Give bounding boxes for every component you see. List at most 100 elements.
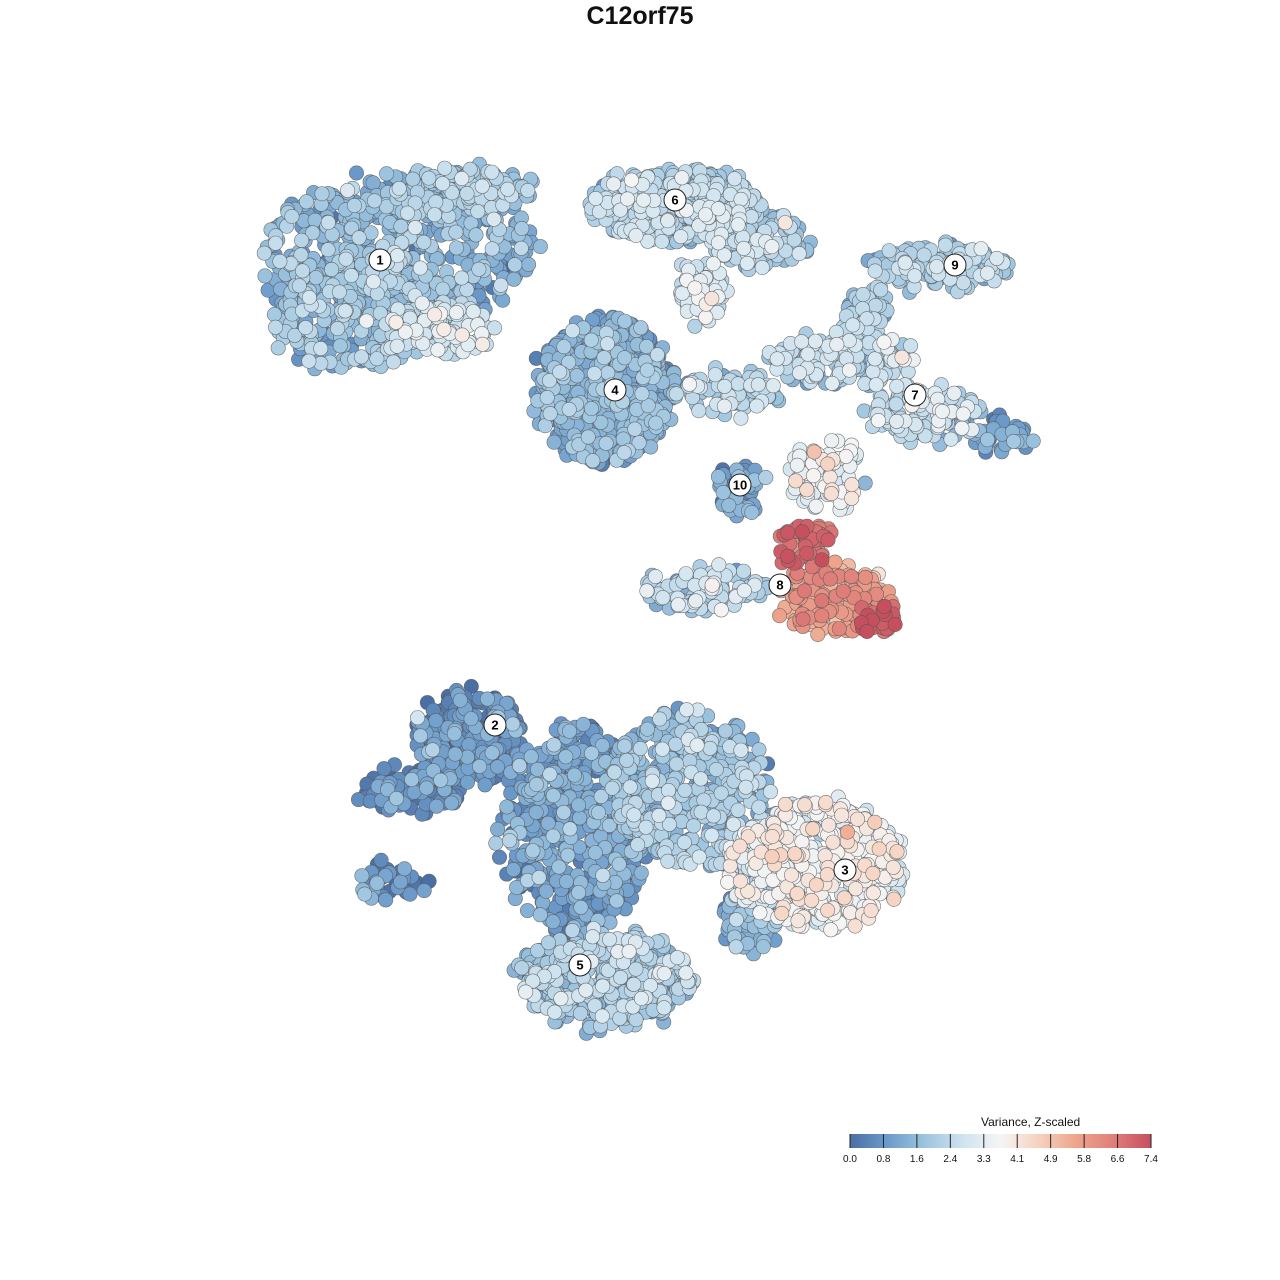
cell-point (573, 899, 589, 915)
cell-point (601, 931, 617, 947)
cell-point (393, 874, 409, 890)
cell-point (428, 194, 444, 210)
cell-point (308, 270, 324, 286)
cell-point (717, 378, 733, 394)
cell-point (539, 389, 555, 405)
cell-point (490, 821, 506, 837)
cell-point (735, 563, 751, 579)
cell-point (428, 713, 444, 729)
cell-point (459, 186, 475, 202)
cell-point (448, 224, 464, 240)
cell-point (320, 215, 336, 231)
cell-point (435, 176, 451, 192)
cell-point (412, 728, 428, 744)
cell-point (437, 160, 453, 176)
cell-point (489, 759, 505, 775)
cell-point (486, 320, 502, 336)
cell-point (595, 867, 611, 883)
cell-point (267, 319, 283, 335)
cell-point (425, 742, 441, 758)
cell-point (552, 364, 568, 380)
cell-point (493, 277, 509, 293)
cell-point (733, 742, 749, 758)
cell-point (556, 804, 572, 820)
cell-point (353, 349, 369, 365)
cell-point (532, 907, 548, 923)
cell-point (354, 868, 370, 884)
cell-point (506, 271, 522, 287)
cell-point (542, 766, 558, 782)
cell-point (654, 234, 670, 250)
cell-point (943, 431, 959, 447)
cell-point (525, 843, 541, 859)
cell-point (715, 484, 731, 500)
cell-point (639, 721, 655, 737)
cell-point (558, 749, 574, 765)
cell-point (622, 779, 638, 795)
cell-point (540, 935, 556, 951)
cell-point (609, 893, 625, 909)
cell-point (378, 892, 394, 908)
cell-point (708, 761, 724, 777)
cell-point (477, 777, 493, 793)
cell-point (888, 396, 904, 412)
cell-point (343, 267, 359, 283)
cell-point (730, 376, 746, 392)
cell-point (294, 263, 310, 279)
cell-point (626, 807, 642, 823)
cell-point (751, 742, 767, 758)
cell-point (376, 761, 392, 777)
cell-point (365, 175, 381, 191)
cell-point (639, 362, 655, 378)
cell-point (542, 406, 558, 422)
cell-point (596, 350, 612, 366)
cell-point (379, 166, 395, 182)
cell-point (270, 340, 286, 356)
cell-point (396, 861, 412, 877)
cell-point (655, 590, 671, 606)
cell-point (471, 261, 487, 277)
cell-point (472, 758, 488, 774)
cell-point (571, 797, 587, 813)
cell-point (633, 320, 649, 336)
cell-point (348, 165, 364, 181)
cell-point (514, 221, 530, 237)
cell-point (1006, 433, 1022, 449)
cell-point (531, 869, 547, 885)
cell-point (546, 737, 562, 753)
cell-point (298, 320, 314, 336)
cell-point (301, 353, 317, 369)
cell-point (484, 241, 500, 257)
cell-point (421, 170, 437, 186)
cell-point (404, 771, 420, 787)
cell-point (547, 1004, 563, 1020)
cell-point (686, 818, 702, 834)
cell-point (630, 837, 646, 853)
cell-point (257, 268, 273, 284)
cell-point (565, 323, 581, 339)
cell-point (868, 297, 884, 313)
cell-point (256, 245, 272, 261)
cell-point (857, 475, 873, 491)
cell-point (468, 227, 484, 243)
cell-point (410, 710, 426, 726)
cell-point (979, 432, 995, 448)
cell-point (889, 378, 905, 394)
cell-point (388, 790, 404, 806)
cell-point (855, 286, 871, 302)
cell-point (564, 922, 580, 938)
cell-point (351, 230, 367, 246)
cell-point (713, 785, 729, 801)
cell-point (676, 834, 692, 850)
cell-point (611, 856, 627, 872)
cell-point (491, 849, 507, 865)
cell-point (754, 259, 770, 275)
cell-point (738, 779, 754, 795)
cell-point (500, 181, 516, 197)
cell-point (702, 740, 718, 756)
cell-point (1025, 433, 1041, 449)
cell-point (619, 752, 635, 768)
cell-point (571, 884, 587, 900)
cell-point (474, 178, 490, 194)
cell-point (505, 716, 521, 732)
